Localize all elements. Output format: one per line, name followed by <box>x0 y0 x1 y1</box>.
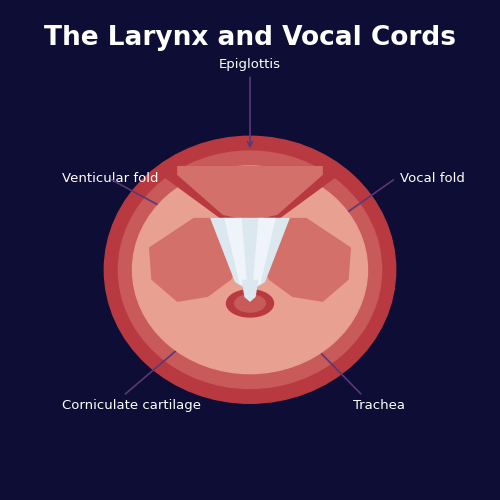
Ellipse shape <box>226 290 274 317</box>
Polygon shape <box>177 166 323 219</box>
Ellipse shape <box>104 136 396 404</box>
Text: Trachea: Trachea <box>354 399 406 412</box>
Text: Venticular fold: Venticular fold <box>62 172 158 185</box>
Polygon shape <box>260 218 351 302</box>
Ellipse shape <box>118 151 382 388</box>
Polygon shape <box>224 218 247 284</box>
Text: Vocal fold: Vocal fold <box>400 172 466 185</box>
Polygon shape <box>149 218 240 302</box>
Polygon shape <box>166 166 334 223</box>
Text: The Larynx and Vocal Cords: The Larynx and Vocal Cords <box>44 25 456 51</box>
Polygon shape <box>253 218 276 284</box>
Polygon shape <box>210 218 290 291</box>
Ellipse shape <box>234 294 266 312</box>
Ellipse shape <box>132 166 368 374</box>
Text: Epiglottis: Epiglottis <box>219 58 281 71</box>
Polygon shape <box>242 280 258 302</box>
Text: Corniculate cartilage: Corniculate cartilage <box>62 399 201 412</box>
